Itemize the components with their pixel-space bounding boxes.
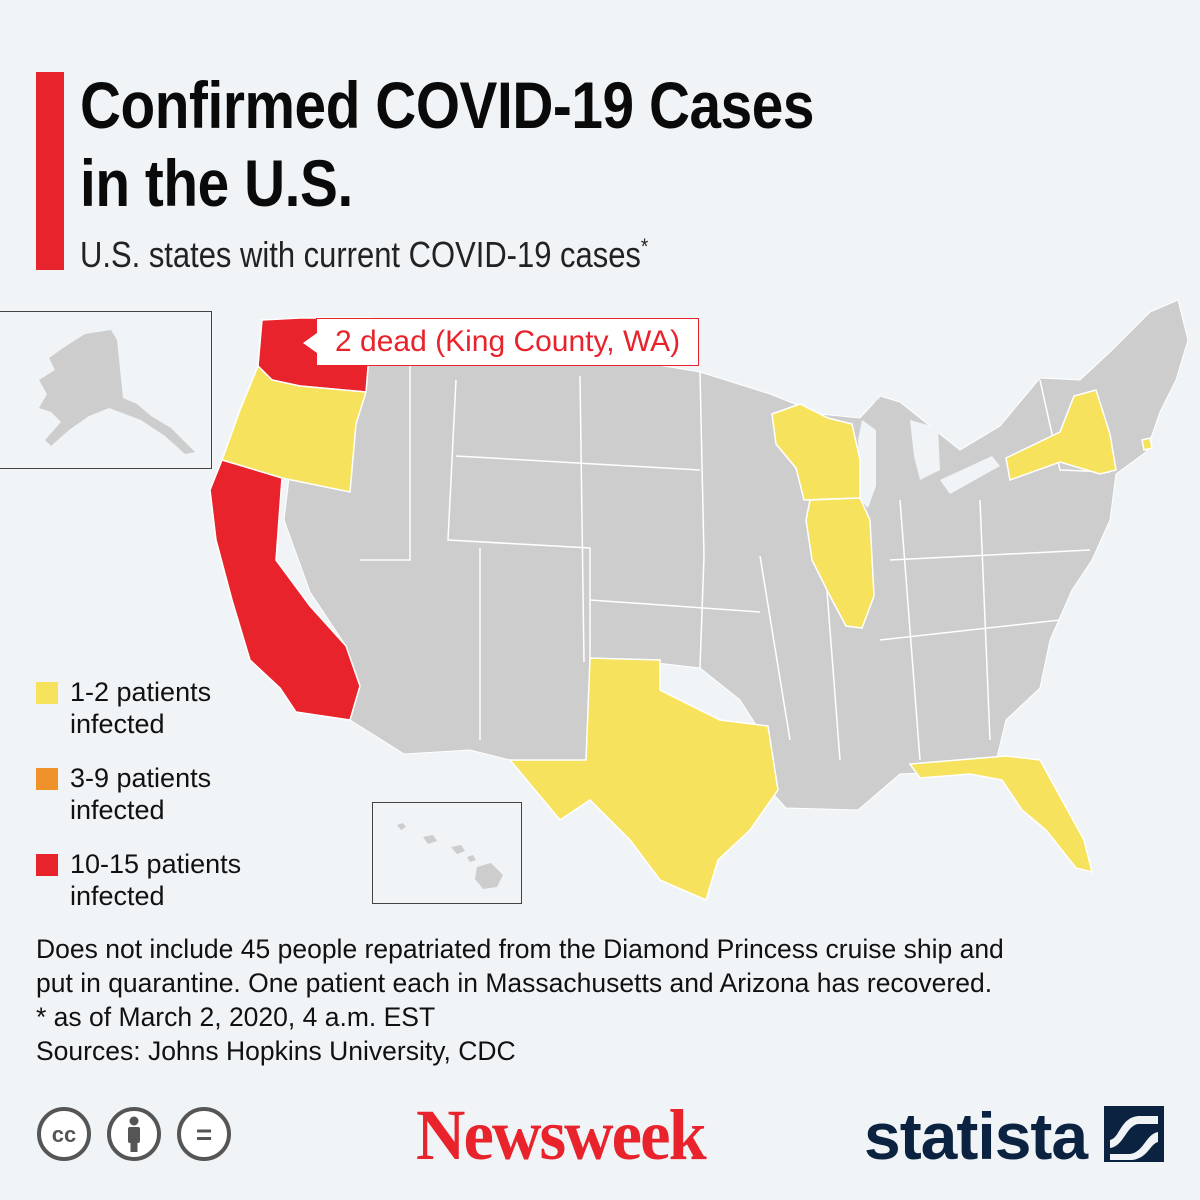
alaska-shape <box>39 330 195 454</box>
legend-label-line-1: 10-15 patients <box>70 849 242 879</box>
no-derivatives-icon-text: = <box>196 1119 212 1150</box>
footnote-line: Does not include 45 people repatriated f… <box>36 934 1004 964</box>
footnote-asterisk: * as of March 2, 2020, 4 a.m. EST <box>36 1002 436 1032</box>
lake-michigan <box>858 420 876 508</box>
legend-swatch <box>36 682 58 704</box>
legend-item: 10-15 patients infected <box>36 848 280 912</box>
state-illinois <box>805 497 875 629</box>
state-texas <box>508 657 779 902</box>
footnotes: Does not include 45 people repatriated f… <box>36 932 1166 1068</box>
attribution-icon <box>107 1107 161 1161</box>
state-rhode-island <box>1141 437 1153 451</box>
hawaii-shape <box>397 823 503 889</box>
legend-label: 3-9 patients infected <box>70 762 280 826</box>
title-line-1: Confirmed COVID-19 Cases <box>80 68 815 142</box>
legend-label-line-1: 1-2 patients <box>70 677 212 707</box>
lake-superior <box>808 396 880 414</box>
statista-logo: statista <box>864 1099 1088 1173</box>
subtitle: U.S. states with current COVID-19 cases* <box>80 234 648 276</box>
legend-label-line-2: infected <box>70 881 165 911</box>
state-new-york <box>1005 389 1117 482</box>
subtitle-footnote-marker: * <box>640 234 649 259</box>
legend-label-line-2: infected <box>70 795 165 825</box>
cc-icon-text: cc <box>52 1122 76 1147</box>
legend-label: 10-15 patients infected <box>70 848 280 912</box>
legend-label: 1-2 patients infected <box>70 676 280 740</box>
state-florida <box>908 755 1094 874</box>
state-oregon <box>221 364 367 493</box>
page-title: Confirmed COVID-19 Cases in the U.S. <box>80 66 815 222</box>
statista-logo-icon <box>1104 1106 1164 1162</box>
newsweek-logo: Newsweek <box>416 1095 707 1175</box>
alaska-inset <box>0 311 212 469</box>
license-icons: cc = <box>36 1106 232 1162</box>
title-accent-bar <box>36 72 64 270</box>
footnote-line: put in quarantine. One patient each in M… <box>36 968 993 998</box>
king-county-annotation: 2 dead (King County, WA) <box>302 318 700 366</box>
legend-item: 1-2 patients infected <box>36 676 280 740</box>
legend-item: 3-9 patients infected <box>36 762 280 826</box>
legend-swatch <box>36 768 58 790</box>
subtitle-text: U.S. states with current COVID-19 cases <box>80 234 641 275</box>
lake-huron <box>910 420 940 480</box>
cc-icon: cc <box>37 1107 91 1161</box>
state-wisconsin <box>771 403 861 501</box>
lake-erie <box>940 456 1000 494</box>
legend: 1-2 patients infected 3-9 patients infec… <box>36 676 280 934</box>
title-line-2: in the U.S. <box>80 146 353 220</box>
legend-label-line-2: infected <box>70 709 165 739</box>
no-derivatives-icon: = <box>177 1107 231 1161</box>
hawaii-inset <box>372 802 522 904</box>
legend-swatch <box>36 854 58 876</box>
state-california <box>209 459 361 721</box>
legend-label-line-1: 3-9 patients <box>70 763 212 793</box>
sources-line: Sources: Johns Hopkins University, CDC <box>36 1036 516 1066</box>
us-states-map <box>209 299 1189 902</box>
